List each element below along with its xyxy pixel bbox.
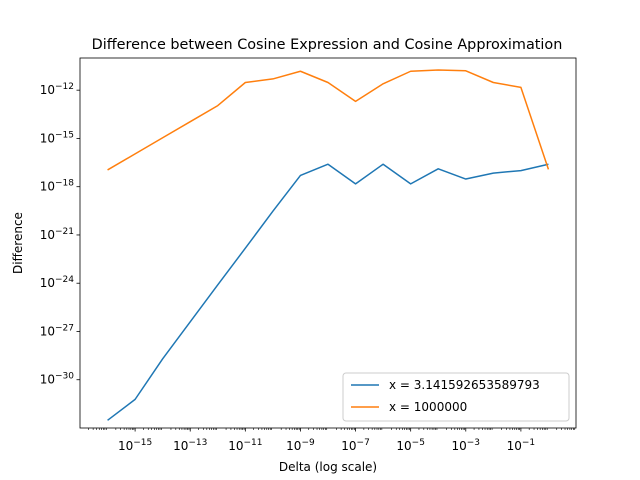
chart-title: Difference between Cosine Expression and… [92,37,563,53]
legend-label-2: x = 1000000 [389,400,467,414]
tick-label-base: 10 [507,439,522,453]
tick-label-base: 10 [396,439,411,453]
tick-label-base: 10 [228,439,243,453]
x-tick-label: 10−11 [228,438,262,453]
legend: x = 3.141592653589793 x = 1000000 [342,372,570,422]
x-axis-ticks: 10−15 10−13 10−11 10−9 10−7 10−5 10−3 10−1 [87,428,576,453]
y-tick-label: 10−12 [40,82,74,97]
x-axis-label: Delta (log scale) [279,460,377,474]
tick-label-base: 10 [40,180,55,194]
x-tick-label: 10−3 [451,438,480,453]
x-tick-label: 10−9 [286,438,315,453]
y-tick-label: 10−27 [40,323,74,338]
y-tick-label: 10−18 [40,179,75,194]
tick-label-exponent: −18 [55,179,74,189]
tick-label-base: 10 [40,228,55,242]
y-axis-label: Difference [11,212,25,274]
tick-label-exponent: −15 [133,438,152,448]
tick-label-exponent: −9 [301,438,315,448]
tick-label-base: 10 [40,83,55,97]
tick-label-exponent: −13 [188,438,207,448]
y-tick-label: 10−15 [40,130,74,145]
y-tick-label: 10−24 [40,275,75,290]
tick-label-base: 10 [118,439,133,453]
tick-label-base: 10 [40,324,55,338]
tick-label-exponent: −21 [55,227,74,237]
x-tick-label: 10−15 [118,438,152,453]
tick-label-base: 10 [341,439,356,453]
plot-lines [107,69,550,421]
x-tick-label: 10−5 [396,438,425,453]
series-line-2 [107,69,550,171]
tick-label-base: 10 [40,276,55,290]
tick-label-base: 10 [173,439,188,453]
tick-label-base: 10 [40,131,55,145]
tick-label-base: 10 [286,439,301,453]
tick-label-exponent: −3 [467,438,480,448]
tick-label-base: 10 [451,439,466,453]
tick-label-exponent: −27 [55,323,74,333]
x-tick-label: 10−1 [507,438,536,453]
x-tick-label: 10−13 [173,438,207,453]
legend-label-1: x = 3.141592653589793 [389,378,540,392]
x-tick-label: 10−7 [341,438,370,453]
tick-label-exponent: −7 [357,438,370,448]
tick-label-exponent: −1 [522,438,535,448]
tick-label-exponent: −11 [243,438,262,448]
tick-label-exponent: −5 [412,438,425,448]
tick-label-exponent: −30 [55,372,74,382]
tick-label-exponent: −15 [55,130,74,140]
tick-label-base: 10 [40,373,55,387]
series-line-1 [107,163,549,421]
legend-box [342,372,570,422]
y-tick-label: 10−21 [40,227,74,242]
tick-label-exponent: −12 [55,82,74,92]
plot-frame [79,57,577,429]
y-tick-label: 10−30 [40,372,75,387]
tick-label-exponent: −24 [55,275,74,285]
